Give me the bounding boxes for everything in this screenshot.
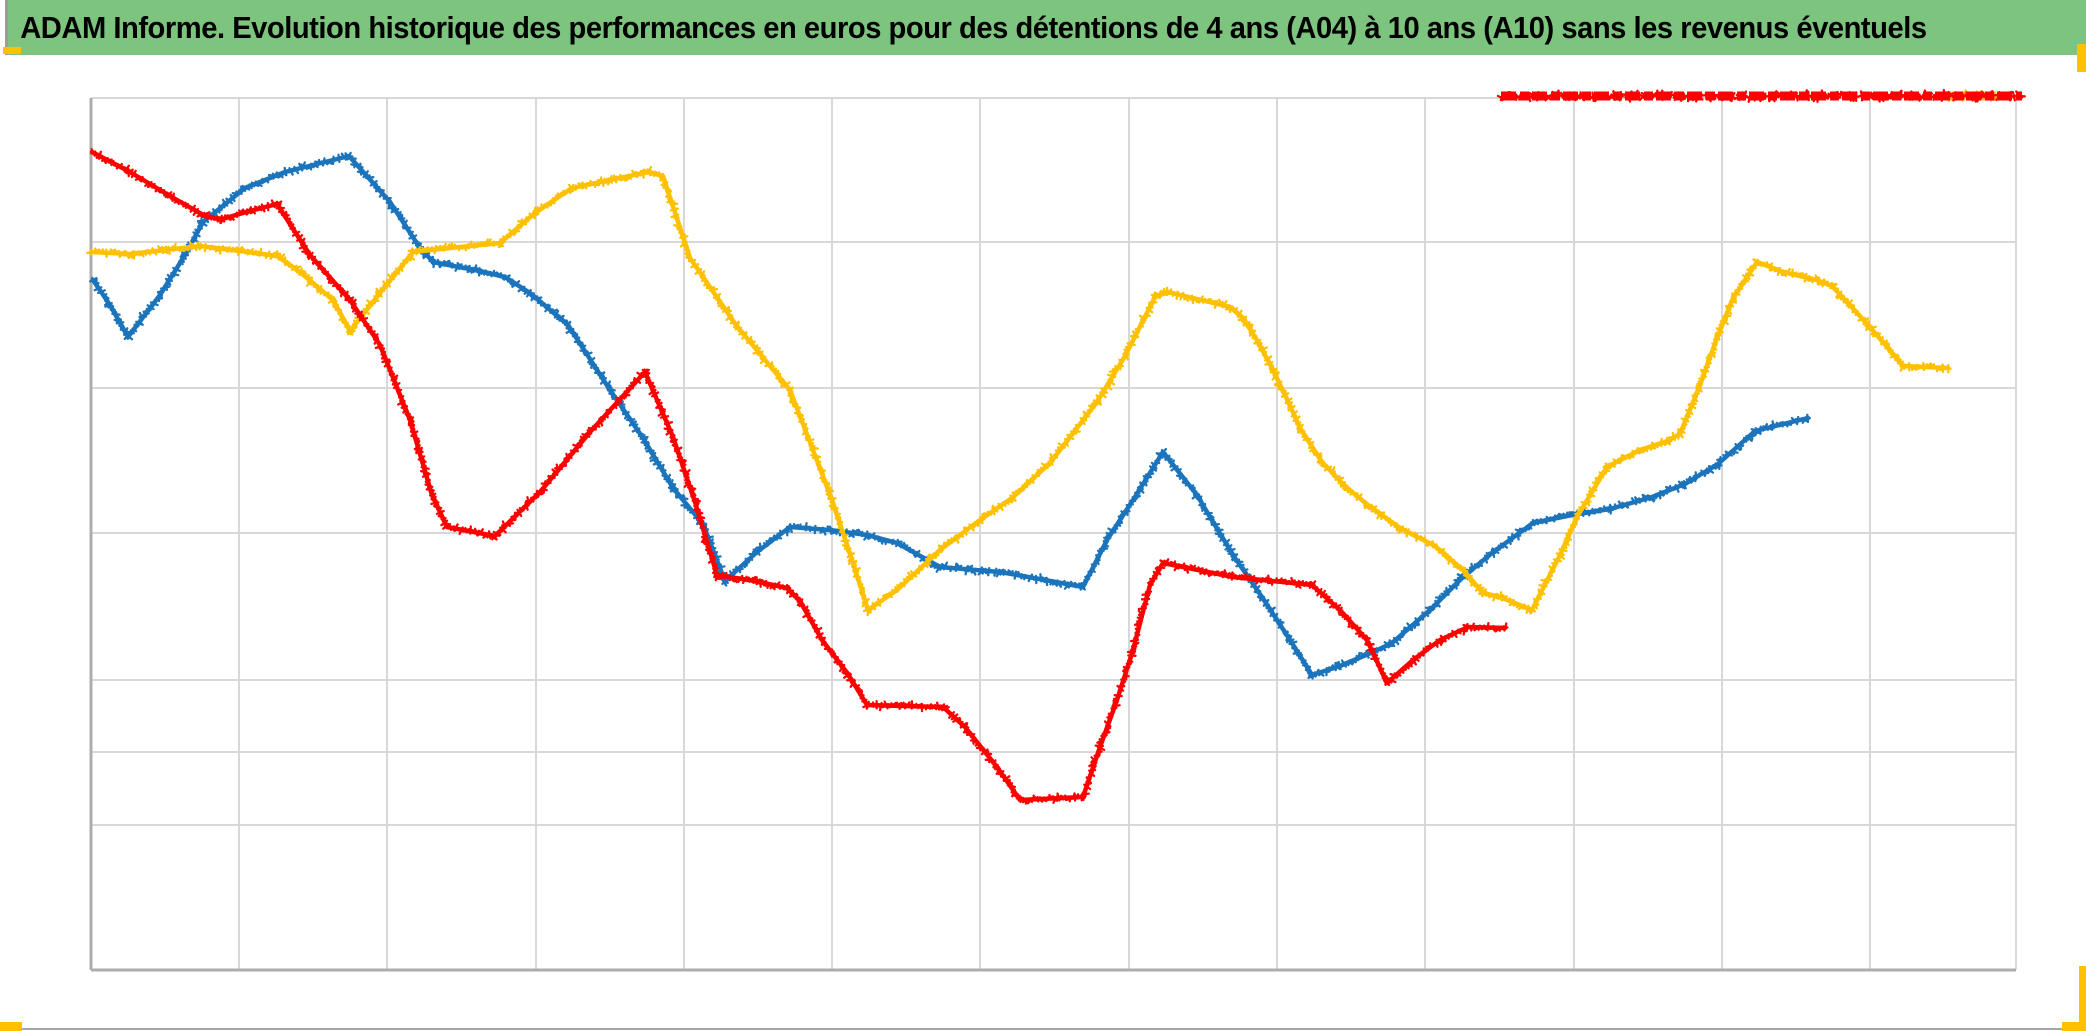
bottom-left-tab-mark xyxy=(0,1022,22,1031)
red-series-clipped-top-segment xyxy=(1496,88,2026,103)
axis-borders xyxy=(89,98,2016,972)
gold-series-line xyxy=(86,165,1952,617)
top-left-tab-mark xyxy=(3,47,21,54)
bottom-right-tab-v-mark xyxy=(2079,966,2086,1031)
top-right-tab-mark xyxy=(2077,44,2086,72)
title-bar-background xyxy=(8,0,2086,55)
bottom-right-tab-h-mark xyxy=(2062,1022,2086,1031)
chart-title-bar: ADAM Informe. Evolution historique des p… xyxy=(8,0,2086,55)
gridlines xyxy=(90,97,2017,971)
red-series-line xyxy=(89,148,1509,805)
blue-series-line xyxy=(88,151,1811,680)
sheet-bottom-line xyxy=(22,1028,2062,1030)
chart-title: ADAM Informe. Evolution historique des p… xyxy=(20,9,1927,45)
left-border-strip xyxy=(5,0,8,55)
